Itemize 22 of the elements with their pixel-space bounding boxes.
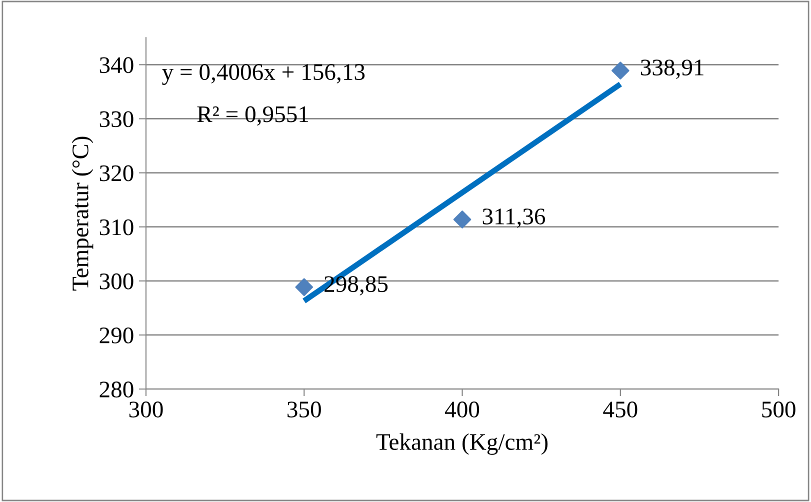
x-tick-label: 400 bbox=[445, 402, 480, 418]
y-tick-label: 310 bbox=[100, 219, 134, 236]
point bbox=[295, 278, 314, 296]
y-tick-label: 300 bbox=[100, 273, 134, 290]
data-label: 311,36 bbox=[482, 208, 546, 228]
point bbox=[612, 62, 630, 80]
y-axis-title: Temperatur (°C) bbox=[72, 136, 94, 291]
x-tick-label: 500 bbox=[762, 402, 796, 418]
data-label: 298,85 bbox=[324, 276, 388, 296]
annotation: y = 0,4006x + 156,13 bbox=[162, 64, 365, 85]
y-tick-label: 280 bbox=[100, 382, 134, 398]
x-tick-label: 300 bbox=[129, 402, 163, 418]
y-tick-label: 320 bbox=[100, 165, 134, 182]
y-tick-label: 340 bbox=[100, 57, 134, 74]
x-axis-title: Tekanan (Kg/cm²) bbox=[376, 433, 548, 455]
y-tick-label: 330 bbox=[100, 111, 134, 128]
point bbox=[453, 210, 472, 228]
x-tick-label: 350 bbox=[288, 402, 321, 418]
x-tick-label: 450 bbox=[603, 402, 638, 418]
y-tick-label: 290 bbox=[100, 327, 134, 344]
annotation: R² = 0,9551 bbox=[197, 106, 308, 126]
data-label: 338,91 bbox=[640, 60, 704, 79]
